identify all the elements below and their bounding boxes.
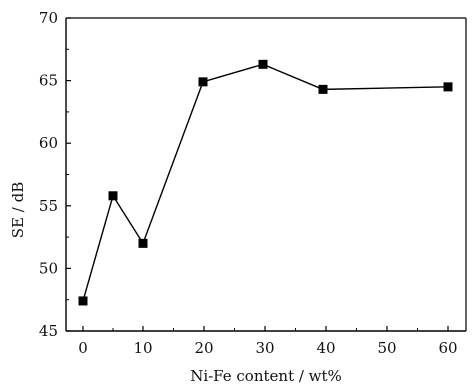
data-point-marker — [198, 77, 208, 87]
series-line — [82, 63, 449, 302]
y-tick-label: 50 — [39, 259, 58, 277]
x-tick-label: 50 — [377, 339, 396, 357]
x-tick-label: 30 — [255, 339, 274, 357]
series — [78, 59, 453, 306]
data-point-marker — [258, 59, 268, 69]
y-tick-label: 60 — [39, 134, 58, 152]
data-point-marker — [78, 296, 88, 306]
x-tick-label: 20 — [194, 339, 213, 357]
data-point-marker — [318, 84, 328, 94]
x-axis-title: Ni-Fe content / wt% — [190, 367, 342, 385]
y-tick-label: 55 — [39, 197, 58, 215]
data-point-marker — [443, 82, 453, 92]
data-point-marker — [108, 191, 118, 201]
x-tick-label: 0 — [78, 339, 88, 357]
x-tick-label: 10 — [133, 339, 152, 357]
y-tick-label: 70 — [39, 9, 58, 27]
x-tick-label: 60 — [438, 339, 457, 357]
ticks: 45 50 55 60 65 70 0 10 20 30 40 50 60 — [39, 9, 458, 357]
data-point-marker — [138, 238, 148, 248]
y-axis-title: SE / dB — [9, 182, 27, 238]
x-tick-label: 40 — [316, 339, 335, 357]
y-tick-label: 65 — [39, 72, 58, 90]
y-tick-label: 45 — [39, 322, 58, 340]
